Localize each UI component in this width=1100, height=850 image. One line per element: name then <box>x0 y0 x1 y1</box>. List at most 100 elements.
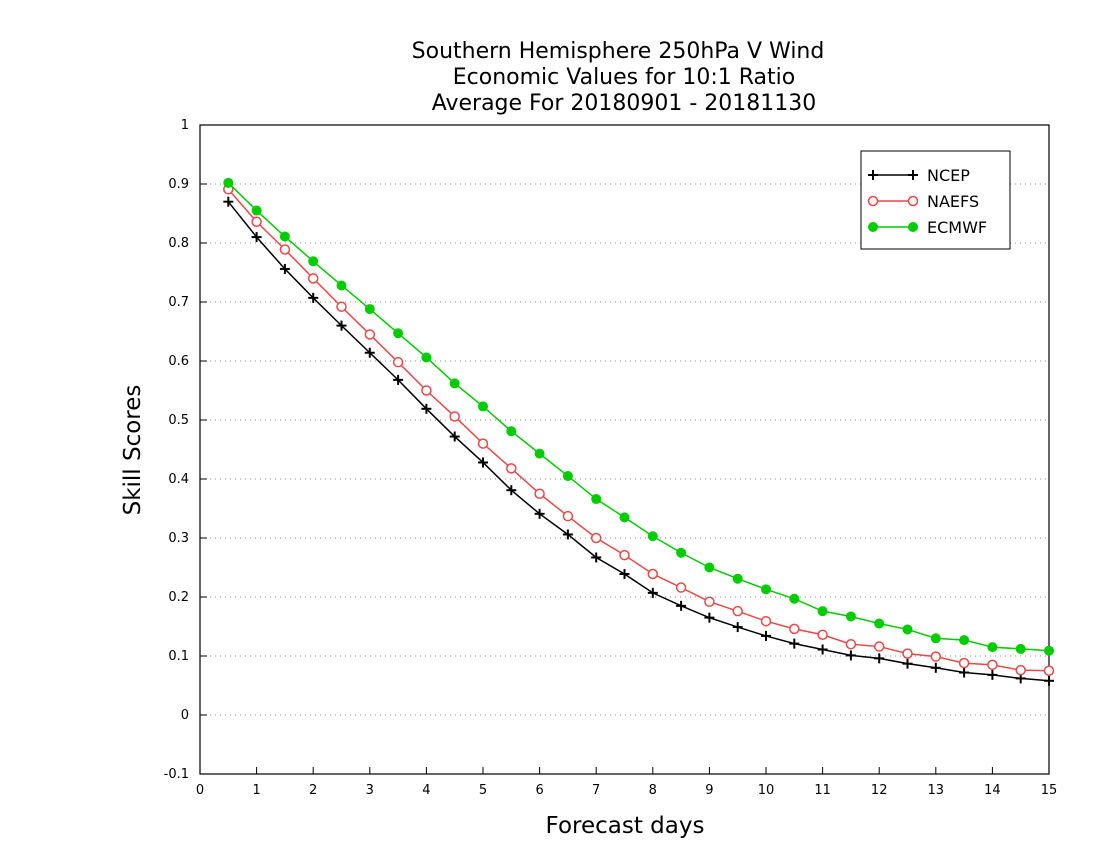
y-tick-label: 0.9 <box>168 177 189 192</box>
data-point-ecmwf <box>704 562 715 573</box>
data-point-naefs <box>562 510 574 522</box>
data-point-ecmwf <box>308 256 319 267</box>
x-tick-label: 5 <box>479 783 487 798</box>
data-point-ncep <box>761 630 771 641</box>
grid <box>200 183 1049 716</box>
data-point-naefs <box>873 641 885 652</box>
data-point-ncep <box>987 669 998 680</box>
x-tick-label: 13 <box>928 783 945 798</box>
x-tick-label: 1 <box>252 783 260 798</box>
data-point-ncep <box>393 374 404 385</box>
series-ecmwf <box>223 177 1054 656</box>
legend-label-ecmwf: ECMWF <box>927 218 987 237</box>
data-point-naefs <box>675 582 687 593</box>
x-tick-label: 3 <box>366 783 374 798</box>
data-point-ncep <box>534 508 545 519</box>
data-point-ecmwf <box>1044 645 1054 656</box>
data-point-ecmwf <box>562 471 573 482</box>
data-point-ecmwf <box>874 618 885 629</box>
data-point-ncep <box>902 658 913 669</box>
data-point-naefs <box>279 244 291 255</box>
data-point-naefs <box>817 629 828 641</box>
y-tick-label: 0.8 <box>168 236 189 251</box>
data-point-ncep <box>817 644 828 655</box>
x-tick-label: 8 <box>649 783 657 798</box>
legend-item-naefs: NAEFS <box>867 192 979 211</box>
series-line-naefs <box>227 188 1050 672</box>
x-axis: 0 1 2 3 4 5 6 7 8 9 10 11 12 13 14 15 <box>196 767 1057 798</box>
x-tick-label: 15 <box>1041 783 1058 798</box>
legend-box <box>860 150 1011 250</box>
data-point-naefs <box>987 659 998 671</box>
data-point-naefs <box>619 549 630 561</box>
x-tick-label: 14 <box>984 783 1001 798</box>
data-point-ecmwf <box>279 231 290 242</box>
y-axis-label: Skill Scores <box>120 385 146 516</box>
data-point-naefs <box>392 356 404 368</box>
data-point-ncep <box>308 292 319 303</box>
x-tick-label: 6 <box>535 783 543 798</box>
chart-title-line-3: Average For 20180901 - 20181130 <box>432 91 817 116</box>
data-point-ncep <box>959 667 970 678</box>
data-point-ncep <box>874 653 885 664</box>
legend-marker-ncep <box>908 170 918 180</box>
y-axis: -0.1 0 0.1 0.2 0.3 0.4 0.5 0.6 0.7 0.8 0.9 1 <box>164 118 207 782</box>
legend-marker-ecmwf <box>908 222 918 232</box>
data-point-naefs <box>421 385 432 396</box>
data-point-ncep <box>449 431 460 442</box>
data-point-naefs <box>449 411 460 422</box>
data-point-ecmwf <box>449 378 460 389</box>
data-point-ecmwf <box>902 624 913 635</box>
x-tick-label: 12 <box>871 783 888 798</box>
legend-marker-ecmwf <box>868 222 878 232</box>
data-point-ecmwf <box>930 633 941 644</box>
series-naefs <box>223 184 1055 676</box>
series-layer <box>223 177 1055 686</box>
data-point-ncep <box>845 650 856 661</box>
data-point-ecmwf <box>336 280 347 291</box>
data-point-ecmwf <box>364 304 375 315</box>
data-point-ecmwf <box>393 328 404 339</box>
data-point-ecmwf <box>676 547 687 558</box>
chart-title: Southern Hemisphere 250hPa V Wind Econom… <box>412 39 825 116</box>
series-line-ncep <box>227 201 1050 682</box>
data-point-ecmwf <box>845 611 856 622</box>
y-tick-label: 0.2 <box>168 590 189 605</box>
legend-item-ecmwf: ECMWF <box>868 218 987 237</box>
data-point-ecmwf <box>506 426 517 437</box>
legend-label-naefs: NAEFS <box>927 192 979 211</box>
data-point-ncep <box>676 600 687 611</box>
data-point-ncep <box>223 196 234 207</box>
x-tick-label: 0 <box>196 783 204 798</box>
data-point-ncep <box>930 662 941 673</box>
data-point-naefs <box>1043 665 1055 676</box>
data-point-naefs <box>364 329 376 340</box>
data-point-naefs <box>845 638 857 650</box>
data-point-ecmwf <box>959 635 970 646</box>
data-point-naefs <box>506 463 517 474</box>
series-ncep <box>223 196 1054 686</box>
x-tick-label: 9 <box>705 783 713 798</box>
data-point-ecmwf <box>223 177 234 188</box>
legend-marker-ncep <box>868 170 878 180</box>
data-point-naefs <box>534 488 545 499</box>
data-point-ecmwf <box>817 606 828 617</box>
data-point-naefs <box>958 657 970 669</box>
data-point-ecmwf <box>647 531 658 542</box>
legend: NCEP NAEFS ECMWF <box>860 150 1011 250</box>
chart-title-line-1: Southern Hemisphere 250hPa V Wind <box>412 39 825 64</box>
data-point-ecmwf <box>534 448 545 459</box>
y-tick-label: 0.4 <box>168 472 189 487</box>
y-tick-label: 0.3 <box>168 531 189 546</box>
x-tick-label: 10 <box>758 783 775 798</box>
x-tick-label: 11 <box>814 783 831 798</box>
data-point-ncep <box>421 403 432 414</box>
data-point-naefs <box>307 273 319 284</box>
data-point-naefs <box>336 301 347 312</box>
data-point-ecmwf <box>987 642 998 653</box>
y-tick-label: 0.5 <box>168 413 189 428</box>
data-point-ecmwf <box>251 205 262 216</box>
data-point-ncep <box>364 347 375 358</box>
data-point-naefs <box>789 623 800 635</box>
